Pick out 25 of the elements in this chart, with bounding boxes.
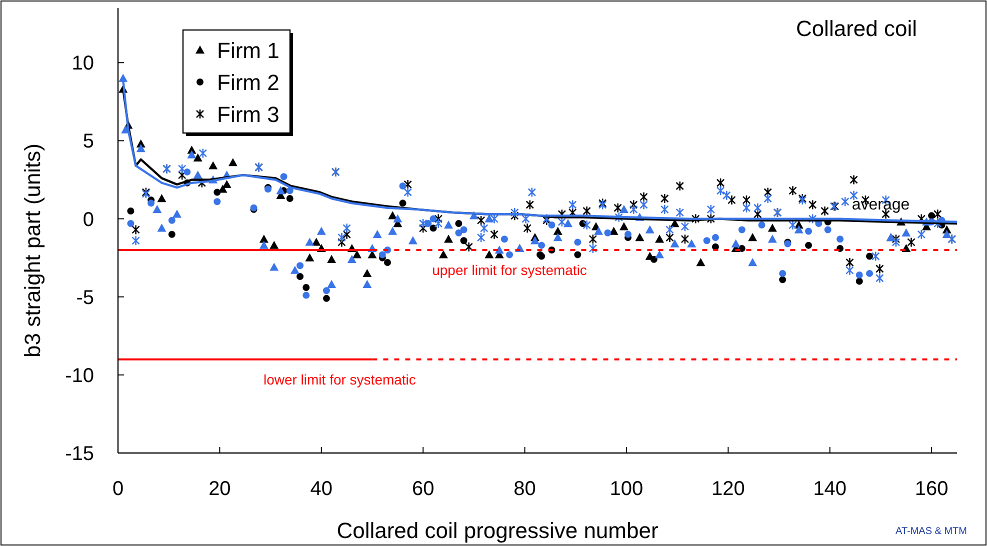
x-tick-label: 100: [610, 478, 644, 500]
legend-label: Firm 1: [217, 38, 280, 63]
x-tick-label: 160: [914, 478, 948, 500]
text: AT-MAS & MTM: [896, 526, 967, 537]
legend-label: Firm 2: [217, 70, 280, 95]
legend-label: Firm 3: [217, 102, 280, 127]
y-tick-label: 5: [82, 130, 94, 153]
y-tick-label: 0: [82, 208, 94, 231]
x-tick-label: 0: [112, 478, 124, 500]
x-tick-label: 60: [412, 478, 434, 500]
x-tick-label: 20: [208, 478, 231, 500]
y-axis-title: b3 straight part (units): [20, 144, 45, 358]
y-tick-label: -10: [65, 364, 94, 387]
x-tick-label: 80: [514, 478, 536, 500]
y-tick-label: -5: [76, 286, 94, 309]
x-tick-label: 40: [310, 478, 333, 500]
annotation: lower limit for systematic: [263, 371, 416, 388]
chart-title: Collared coil: [796, 16, 917, 41]
y-tick-label: -15: [65, 443, 94, 465]
x-tick-label: 140: [813, 478, 847, 500]
annotation: average: [852, 196, 910, 214]
annotation: upper limit for systematic: [432, 262, 587, 278]
x-tick-label: 120: [711, 478, 745, 500]
y-tick-label: 10: [72, 52, 94, 75]
x-axis-title: Collared coil progressive number: [336, 518, 658, 543]
